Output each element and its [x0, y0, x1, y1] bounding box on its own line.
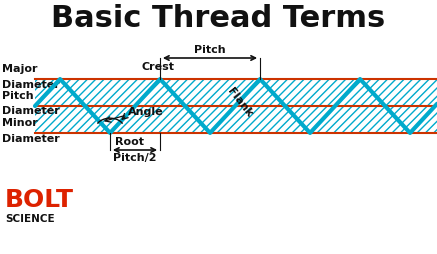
Text: Pitch/2: Pitch/2	[113, 153, 157, 163]
Text: BOLT: BOLT	[5, 188, 74, 212]
Text: Diameter: Diameter	[2, 80, 60, 89]
Text: Pitch: Pitch	[2, 90, 34, 101]
Text: Diameter: Diameter	[2, 106, 60, 117]
Text: Crest: Crest	[142, 62, 174, 72]
Text: SCIENCE: SCIENCE	[5, 214, 55, 224]
Text: Basic Thread Terms: Basic Thread Terms	[51, 4, 385, 33]
Text: Angle: Angle	[128, 107, 163, 117]
Text: Diameter: Diameter	[2, 134, 60, 144]
Text: Flank: Flank	[225, 87, 254, 119]
Text: Root: Root	[115, 137, 144, 147]
Text: Major: Major	[2, 64, 38, 73]
Text: Minor: Minor	[2, 118, 38, 128]
Text: Pitch: Pitch	[194, 45, 226, 55]
